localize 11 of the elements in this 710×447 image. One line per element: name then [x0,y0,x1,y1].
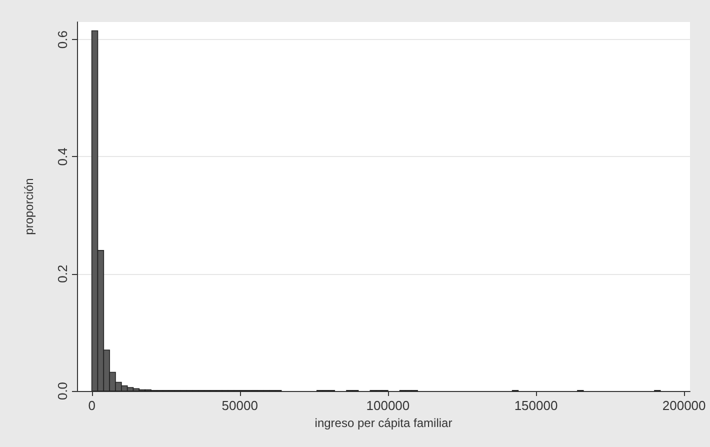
x-axis-title: ingreso per cápita familiar [314,416,452,430]
y-tick-label: 0.0 [55,382,70,400]
x-tick-label: 100000 [366,398,410,413]
y-axis-title: proporción [22,178,36,235]
y-tick-label: 0.2 [55,264,70,283]
x-tick-label: 150000 [514,398,558,413]
x-tick-label: 50000 [222,398,258,413]
x-tick-label: 0 [88,398,96,413]
y-tick-label: 0.4 [55,148,70,166]
x-tick-label: 200000 [662,398,706,413]
y-tick-label: 0.6 [55,30,70,49]
